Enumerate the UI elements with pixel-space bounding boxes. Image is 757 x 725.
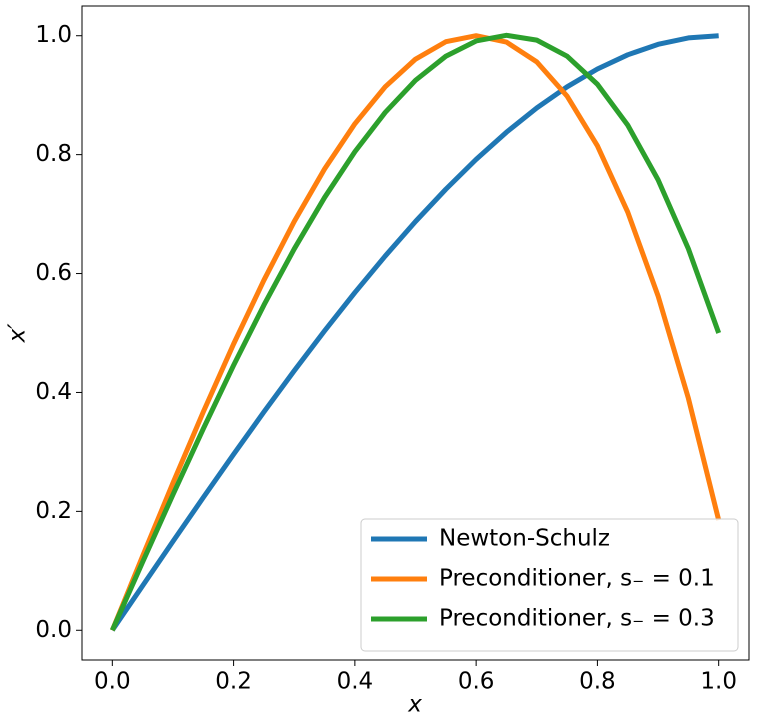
y-axis-label: x′ — [5, 323, 31, 344]
x-tick-label: 0.4 — [337, 669, 374, 695]
legend-box — [360, 518, 739, 652]
y-tick-label: 0.4 — [35, 379, 72, 405]
plot-frame — [81, 5, 750, 661]
legend: Newton-Schulz Preconditioner, s₋ = 0.1 Pre… — [360, 518, 739, 652]
y-tick-label: 0.8 — [35, 141, 72, 167]
line-series — [110, 32, 722, 632]
legend-label: Preconditioner, s₋ = 0.3 — [439, 606, 715, 632]
x-tick-label: 0.6 — [458, 669, 495, 695]
line-series — [110, 33, 719, 632]
legend-label: Newton-Schulz — [439, 526, 610, 552]
y-tick-label: 0.0 — [35, 617, 72, 643]
x-tick-label: 1.0 — [700, 669, 737, 695]
x-tick-label: 0.0 — [94, 669, 131, 695]
x-tick-label: 0.8 — [579, 669, 616, 695]
x-tick-label: 0.2 — [215, 669, 252, 695]
y-tick-label: 0.6 — [35, 260, 72, 286]
y-tick-label: 0.2 — [35, 498, 72, 524]
x-axis-label: x — [407, 692, 422, 718]
y-tick-label: 1.0 — [35, 22, 72, 48]
legend-label: Preconditioner, s₋ = 0.1 — [439, 566, 715, 592]
line-series — [110, 33, 722, 632]
